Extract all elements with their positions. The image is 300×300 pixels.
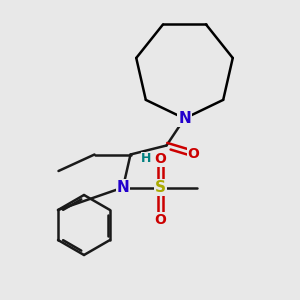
Text: S: S: [155, 180, 166, 195]
Text: O: O: [154, 213, 166, 226]
Text: O: O: [154, 152, 166, 166]
Text: H: H: [141, 152, 152, 166]
Text: O: O: [188, 147, 200, 160]
Text: N: N: [117, 180, 129, 195]
Text: N: N: [178, 111, 191, 126]
